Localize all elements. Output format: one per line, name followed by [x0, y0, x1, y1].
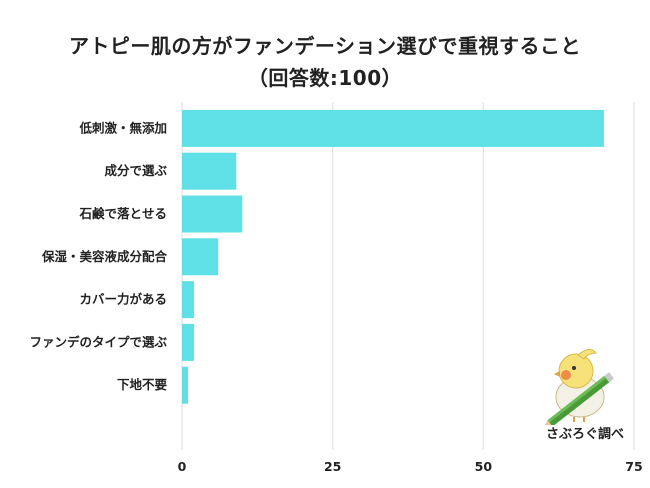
- x-tick-label-3: 75: [625, 459, 642, 474]
- chart-title-line2: （回答数:100）: [247, 66, 403, 90]
- x-tick-label-1: 25: [324, 459, 341, 474]
- bar-1: [182, 152, 237, 190]
- bar-0: [182, 109, 604, 147]
- category-label-4: カバー力がある: [79, 292, 167, 307]
- chart-title-line1: アトピー肌の方がファンデーション選びで重視すること: [68, 34, 582, 58]
- bar-3: [182, 238, 219, 276]
- category-label-1: 成分で選ぶ: [104, 163, 167, 178]
- bar-2: [182, 195, 243, 233]
- x-tick-label-2: 50: [475, 459, 493, 474]
- chart-title: アトピー肌の方がファンデーション選びで重視すること （回答数:100）: [0, 30, 650, 94]
- logo-text: さぶろぐ調べ: [545, 427, 624, 442]
- x-tick-label-0: 0: [178, 459, 187, 474]
- sabulog-logo: さぶろぐ調べ: [530, 345, 640, 445]
- bar-5: [182, 323, 195, 361]
- bird-mascot-icon: [542, 349, 614, 430]
- category-label-6: 下地不要: [117, 377, 168, 392]
- category-label-3: 保湿・美容液成分配合: [41, 249, 168, 264]
- bar-4: [182, 281, 195, 319]
- category-label-2: 石鹸で落とせる: [78, 206, 167, 221]
- category-label-0: 低刺激・無添加: [78, 120, 167, 135]
- bar-6: [182, 366, 189, 404]
- category-label-5: ファンデのタイプで選ぶ: [29, 334, 167, 349]
